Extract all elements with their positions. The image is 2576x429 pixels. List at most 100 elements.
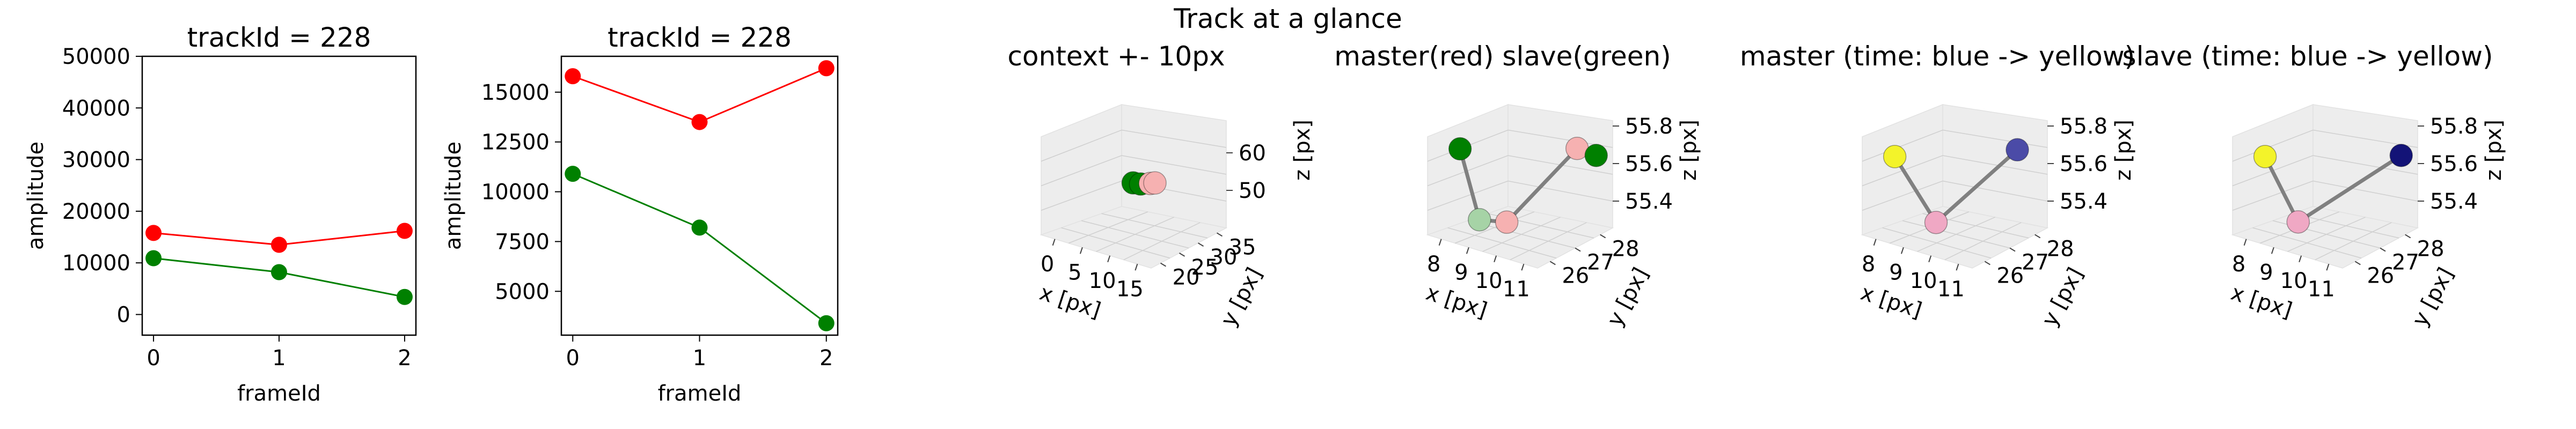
track-link (2263, 154, 2300, 224)
y-tick-label: 40000 (62, 96, 130, 121)
grid-line (1862, 180, 2048, 211)
chart-4: master(red) slave(green)8 9 10 11x [px]2627… (1334, 41, 1701, 330)
y-tick-mark (1984, 261, 1990, 265)
y-tick-label: 50000 (62, 45, 130, 69)
data-point (1883, 145, 1907, 168)
chart-title: context +- 10px (1007, 41, 1225, 72)
grid-line (2293, 213, 2399, 239)
y-tick-label: 20000 (62, 199, 130, 224)
chart-title: slave (time: blue -> yellow) (2123, 41, 2493, 72)
y-tick-mark (2009, 247, 2016, 252)
grid-line (1862, 155, 2048, 187)
data-point (2389, 144, 2413, 167)
x-tick-mark (1438, 239, 1442, 246)
data-point (145, 250, 162, 267)
z-axis-label: z [px] (2111, 120, 2136, 181)
x-tick-label: 15 (1116, 277, 1144, 301)
y-tick-mark (1179, 253, 1185, 257)
y-tick-label: 27 (1587, 250, 1614, 275)
y-tick-label: 28 (2047, 237, 2074, 262)
x-tick-label: 8 (1862, 252, 1875, 277)
chart-1: trackId = 228 0 1 2 0 10000 20000 30000 40000 500… (24, 22, 417, 406)
grid-line (1101, 213, 1208, 239)
grid-line (1917, 217, 1995, 252)
y-axis-label: amplitude (24, 142, 48, 250)
z-tick-label: 55.6 (2430, 152, 2478, 176)
data-point (565, 68, 581, 85)
y-tick-mark (2035, 234, 2041, 239)
y-tick-label: 26 (2367, 264, 2394, 289)
y-tick-label: 0 (117, 302, 130, 327)
x-axis-label: frameId (658, 381, 742, 406)
x-axis-label: frameId (237, 381, 321, 406)
data-point (2286, 210, 2310, 234)
y-tick-label: 26 (1562, 264, 1589, 289)
y-tick-mark (1600, 234, 1606, 239)
y-tick-label: 10000 (481, 180, 550, 205)
grid-line (1041, 180, 1227, 211)
y-tick-mark (1216, 232, 1223, 237)
chart-5: master (time: blue -> yellow)8 9 10 11x [px… (1740, 41, 2136, 330)
grid-line (1482, 217, 1561, 252)
z-tick-label: 55.4 (1625, 189, 1673, 214)
grid-line (1123, 222, 1201, 261)
z-tick-label: 60 (1239, 141, 1266, 166)
data-point (2006, 138, 2029, 162)
z-tick-label: 55.8 (1625, 114, 1673, 139)
z-tick-label: 55.4 (2430, 189, 2478, 214)
x-tick-label: 11 (2308, 277, 2335, 301)
y-tick-label: 15000 (481, 80, 550, 105)
grid-line (1041, 129, 1227, 162)
x-tick-label: 10 (2280, 269, 2308, 293)
data-point (1495, 210, 1519, 234)
x-tick-mark (2243, 239, 2247, 246)
y-tick-mark (1160, 262, 1167, 267)
grid-line (1944, 222, 2022, 261)
x-tick-mark (1052, 239, 1056, 246)
x-tick-mark (1521, 263, 1525, 271)
suptitle: Track at a glance (1173, 3, 1402, 34)
data-point (691, 219, 708, 236)
y-tick-label: 10000 (62, 251, 130, 276)
grid-line (1427, 180, 1613, 211)
x-tick-mark (1135, 263, 1138, 271)
data-point (396, 223, 413, 239)
y-tick-label: 28 (1612, 237, 1640, 262)
data-point (1448, 137, 1472, 161)
x-tick-mark (1107, 255, 1111, 263)
data-point (1584, 144, 1608, 167)
grid-line (2315, 222, 2392, 261)
data-point (691, 114, 708, 130)
z-tick-label: 55.4 (2060, 189, 2107, 214)
data-point (145, 225, 162, 241)
grid-line (2232, 180, 2418, 211)
y-tick-label: 12500 (481, 130, 550, 155)
x-tick-label: 0 (1041, 252, 1054, 277)
chart-2: trackId = 228 0 1 2 5000 7500 10000 12500 15000 f… (441, 22, 839, 406)
y-tick-mark (1575, 247, 1581, 252)
z-tick-label: 55.8 (2060, 114, 2107, 139)
y-tick-mark (2354, 261, 2361, 265)
x-tick-mark (1873, 239, 1877, 246)
x-tick-label: 5 (1068, 260, 1081, 285)
data-point (818, 315, 835, 331)
data-point (1468, 208, 1491, 232)
x-tick-label: 9 (2259, 260, 2273, 285)
track-link (1893, 154, 1938, 225)
data-point (396, 289, 413, 305)
x-tick-mark (1079, 247, 1083, 254)
x-tick-label: 8 (1427, 252, 1440, 277)
x-tick-label: 1 (693, 346, 706, 371)
z-tick-label: 50 (1239, 179, 1266, 203)
data-point (2253, 145, 2277, 168)
z-axis-label: z [px] (1290, 120, 1315, 181)
y-tick-label: 7500 (495, 230, 550, 254)
data-point (271, 236, 287, 253)
chart-title: master (time: blue -> yellow) (1740, 41, 2135, 72)
y-tick-label: 20 (1173, 265, 1200, 290)
chart-title: master(red) slave(green) (1334, 41, 1671, 72)
y-tick-mark (2380, 247, 2386, 252)
